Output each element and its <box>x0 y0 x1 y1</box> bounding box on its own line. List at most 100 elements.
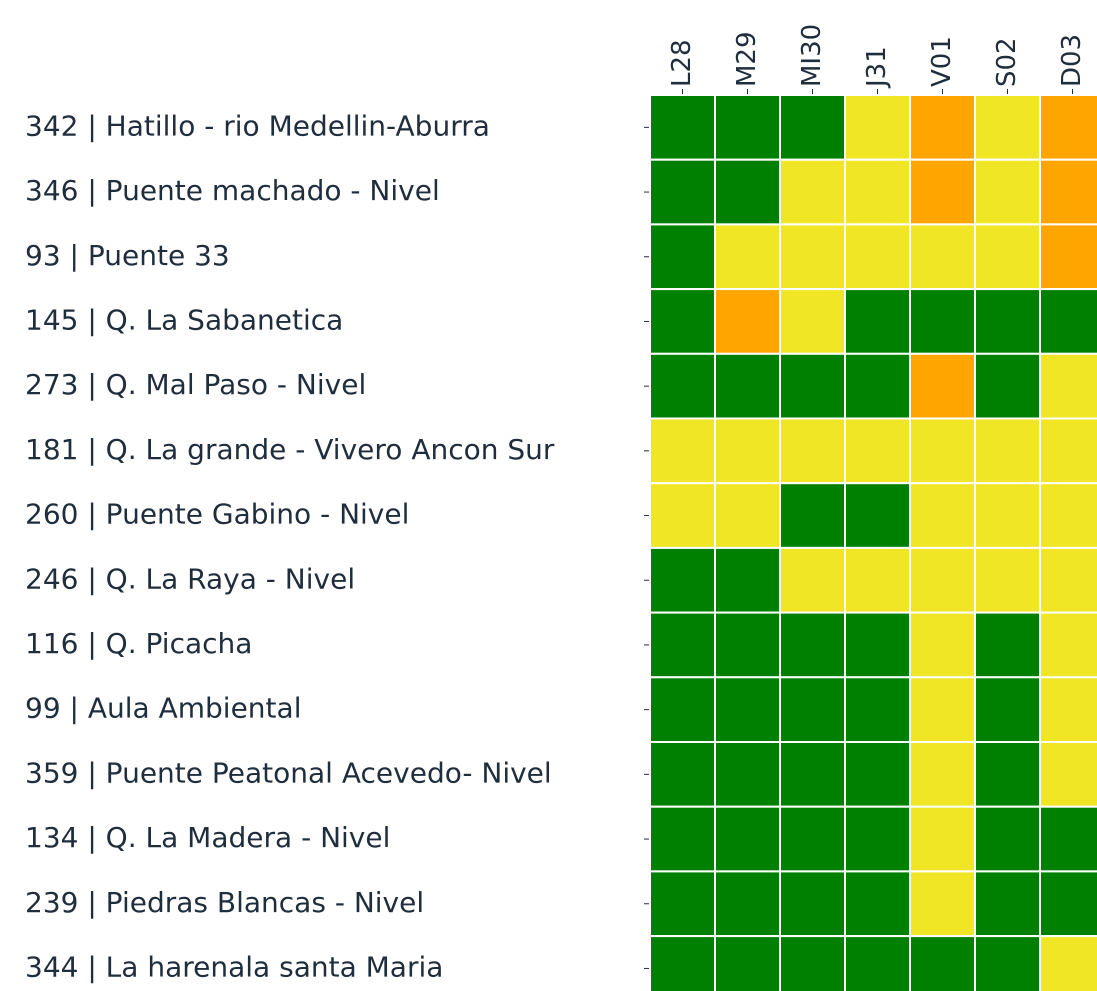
cell <box>1039 223 1097 291</box>
cell <box>1039 417 1097 485</box>
cell <box>974 288 1041 355</box>
cell <box>974 935 1041 991</box>
cell <box>714 741 781 808</box>
cell <box>909 676 976 743</box>
cell <box>714 676 781 743</box>
cell <box>1039 288 1097 355</box>
cell <box>844 935 911 991</box>
cell <box>909 158 976 226</box>
cell <box>779 417 846 485</box>
cell <box>649 417 716 485</box>
cell <box>649 288 716 355</box>
row-label: 359 | Puente Peatonal Acevedo- Nivel <box>25 756 552 789</box>
row-label: 116 | Q. Picacha <box>25 627 252 660</box>
row-label: 181 | Q. La grande - Vivero Ancon Sur <box>25 433 555 466</box>
cell <box>1039 546 1097 614</box>
cell <box>779 870 846 938</box>
cell <box>909 482 976 549</box>
cell <box>779 482 846 549</box>
cell <box>974 805 1041 873</box>
cell <box>714 94 781 161</box>
cell <box>1039 741 1097 808</box>
cell <box>714 223 781 291</box>
cell <box>909 417 976 485</box>
cell <box>649 870 716 938</box>
column-label: D03 <box>1057 34 1087 87</box>
cell <box>714 417 781 485</box>
cell <box>909 223 976 291</box>
cell <box>844 223 911 291</box>
cell <box>714 611 781 679</box>
cell <box>649 158 716 226</box>
cell <box>779 611 846 679</box>
cell <box>779 546 846 614</box>
cell <box>909 870 976 938</box>
cell <box>909 611 976 679</box>
column-label: MI30 <box>797 24 827 87</box>
cell <box>844 288 911 355</box>
cell <box>779 935 846 991</box>
cell <box>714 546 781 614</box>
cell <box>649 352 716 420</box>
cell <box>1039 935 1097 991</box>
cell <box>1039 611 1097 679</box>
cell <box>844 417 911 485</box>
cell <box>649 546 716 614</box>
cell <box>1039 870 1097 938</box>
cell <box>909 288 976 355</box>
cell <box>714 805 781 873</box>
row-label: 260 | Puente Gabino - Nivel <box>25 498 409 531</box>
column-label: M29 <box>732 31 762 87</box>
cell <box>649 482 716 549</box>
cell <box>1039 482 1097 549</box>
cell <box>779 741 846 808</box>
cell <box>649 94 716 161</box>
cell <box>844 611 911 679</box>
cell <box>974 611 1041 679</box>
cell <box>714 288 781 355</box>
row-label: 346 | Puente machado - Nivel <box>25 174 440 207</box>
cell <box>714 482 781 549</box>
cell <box>909 546 976 614</box>
cell <box>779 805 846 873</box>
row-label: 93 | Puente 33 <box>25 239 230 272</box>
cell <box>1039 158 1097 226</box>
cell <box>844 676 911 743</box>
row-label: 134 | Q. La Madera - Nivel <box>25 821 390 854</box>
row-label: 344 | La harenala santa Maria <box>25 950 443 983</box>
cell <box>714 352 781 420</box>
column-label: S02 <box>992 37 1022 87</box>
cell <box>844 482 911 549</box>
cell <box>649 676 716 743</box>
cell <box>974 741 1041 808</box>
cell <box>649 741 716 808</box>
cell <box>714 870 781 938</box>
cell <box>1039 676 1097 743</box>
cell <box>844 94 911 161</box>
cell <box>974 223 1041 291</box>
cell <box>974 352 1041 420</box>
cell <box>779 158 846 226</box>
cell <box>779 288 846 355</box>
cell <box>844 805 911 873</box>
column-label: L28 <box>667 39 697 87</box>
cell <box>1039 805 1097 873</box>
cell <box>714 935 781 991</box>
cell <box>974 417 1041 485</box>
cell <box>714 158 781 226</box>
column-label: V01 <box>927 36 957 87</box>
row-label: 239 | Piedras Blancas - Nivel <box>25 886 424 919</box>
cell <box>649 805 716 873</box>
cell <box>779 94 846 161</box>
cell <box>779 352 846 420</box>
cell <box>779 676 846 743</box>
cell <box>974 94 1041 161</box>
cell <box>974 158 1041 226</box>
cell <box>649 935 716 991</box>
cell <box>974 870 1041 938</box>
cell <box>974 482 1041 549</box>
row-label: 145 | Q. La Sabanetica <box>25 303 343 336</box>
cell <box>844 870 911 938</box>
cell <box>909 352 976 420</box>
